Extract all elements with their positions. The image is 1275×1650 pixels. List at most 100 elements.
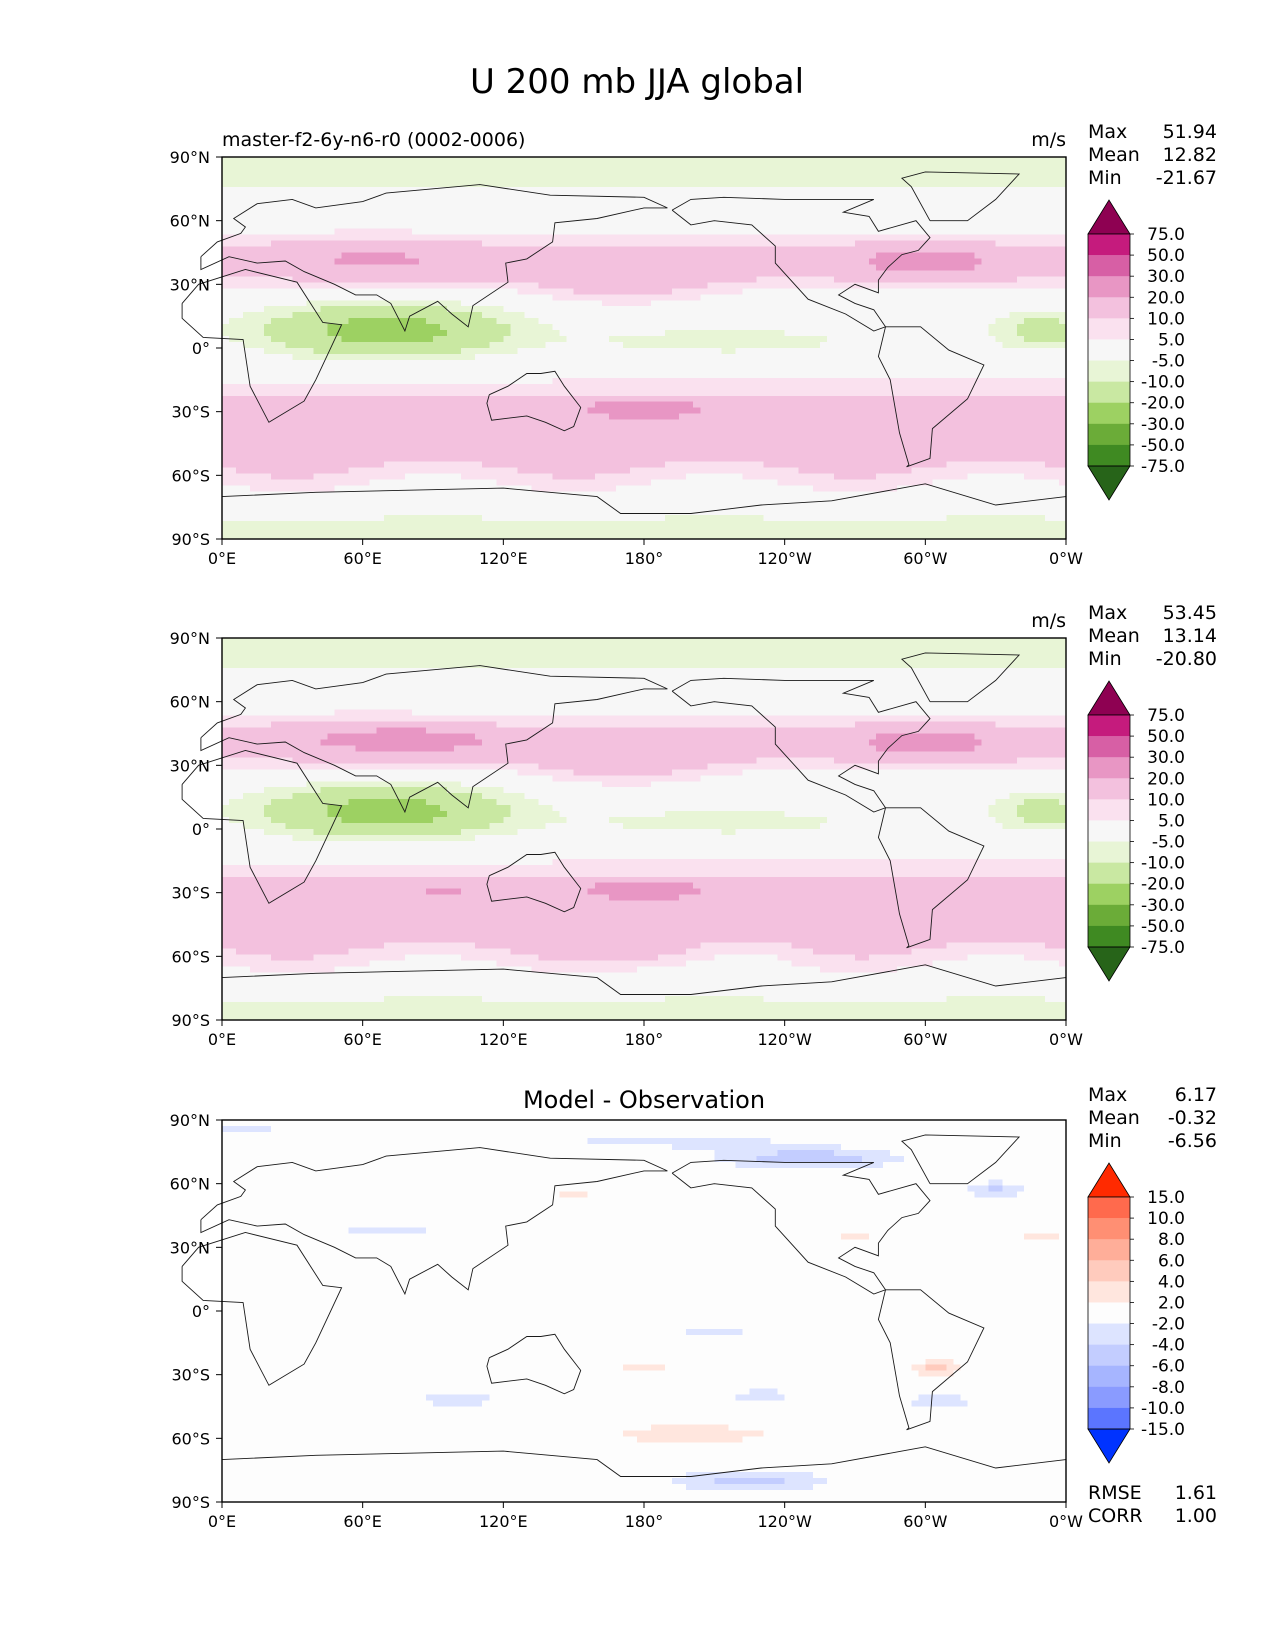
field-cell: [398, 288, 406, 295]
field-cell: [567, 288, 575, 295]
field-cell: [377, 312, 385, 319]
field-cell: [553, 306, 561, 313]
field-cell: [735, 157, 743, 164]
field-cell: [1003, 354, 1011, 361]
field-cell: [897, 229, 905, 236]
field-cell: [834, 181, 842, 188]
field-cell: [440, 378, 448, 385]
field-cell: [982, 241, 990, 248]
field-cell: [630, 169, 638, 176]
field-cell: [714, 336, 722, 343]
field-cell: [250, 276, 258, 283]
field-cell: [546, 211, 554, 218]
field-cell: [271, 217, 279, 224]
field-cell: [946, 378, 954, 385]
field-cell: [693, 348, 701, 355]
field-cell: [735, 169, 743, 176]
field-cell: [876, 217, 884, 224]
field-cell: [370, 378, 378, 385]
field-cell: [236, 396, 244, 403]
field-cell: [834, 378, 842, 385]
field-cell: [602, 175, 610, 182]
field-cell: [1052, 205, 1060, 212]
field-cell: [546, 354, 554, 361]
field-cell: [377, 175, 385, 182]
field-cell: [792, 396, 800, 403]
field-cell: [806, 390, 814, 397]
field-cell: [911, 229, 919, 236]
field-cell: [489, 217, 497, 224]
field-cell: [764, 270, 772, 277]
field-cell: [946, 199, 954, 206]
field-cell: [841, 342, 849, 349]
field-cell: [616, 360, 624, 367]
field-cell: [630, 354, 638, 361]
field-cell: [412, 390, 420, 397]
field-cell: [785, 229, 793, 236]
field-cell: [813, 187, 821, 194]
field-cell: [595, 372, 603, 379]
field-cell: [299, 169, 307, 176]
field-cell: [820, 366, 828, 373]
field-cell: [989, 258, 997, 265]
field-cell: [975, 354, 983, 361]
field-cell: [806, 354, 814, 361]
field-cell: [356, 384, 364, 391]
field-cell: [433, 378, 441, 385]
field-cell: [672, 247, 680, 254]
field-cell: [700, 241, 708, 248]
field-cell: [405, 247, 413, 254]
field-cell: [342, 312, 350, 319]
field-cell: [1017, 223, 1025, 230]
field-cell: [447, 390, 455, 397]
field-cell: [869, 390, 877, 397]
field-cell: [285, 378, 293, 385]
field-cell: [342, 396, 350, 403]
field-cell: [363, 253, 371, 260]
field-cell: [524, 175, 532, 182]
field-cell: [911, 223, 919, 230]
field-cell: [363, 402, 371, 409]
field-cell: [299, 241, 307, 248]
field-cell: [982, 300, 990, 307]
field-cell: [750, 187, 758, 194]
field-cell: [461, 169, 469, 176]
field-cell: [370, 223, 378, 230]
field-cell: [904, 282, 912, 289]
field-cell: [1010, 258, 1018, 265]
field-cell: [517, 294, 525, 301]
field-cell: [517, 253, 525, 260]
field-cell: [876, 163, 884, 170]
field-cell: [630, 211, 638, 218]
field-cell: [848, 330, 856, 337]
field-cell: [412, 258, 420, 265]
field-cell: [946, 211, 954, 218]
field-cell: [503, 402, 511, 409]
field-cell: [517, 348, 525, 355]
field-cell: [904, 366, 912, 373]
field-cell: [602, 402, 610, 409]
field-cell: [517, 193, 525, 200]
field-cell: [313, 360, 321, 367]
field-cell: [440, 288, 448, 295]
field-cell: [820, 169, 828, 176]
field-cell: [750, 324, 758, 331]
field-cell: [384, 205, 392, 212]
field-cell: [834, 169, 842, 176]
field-cell: [553, 247, 561, 254]
field-cell: [1031, 288, 1039, 295]
field-cell: [419, 193, 427, 200]
field-cell: [714, 294, 722, 301]
field-cell: [764, 163, 772, 170]
field-cell: [1024, 348, 1032, 355]
field-cell: [299, 217, 307, 224]
field-cell: [827, 157, 835, 164]
field-cell: [356, 396, 364, 403]
field-cell: [405, 294, 413, 301]
field-cell: [243, 324, 251, 331]
field-cell: [356, 264, 364, 271]
field-cell: [1038, 396, 1046, 403]
field-cell: [876, 241, 884, 248]
field-cell: [278, 348, 286, 355]
field-cell: [475, 169, 483, 176]
